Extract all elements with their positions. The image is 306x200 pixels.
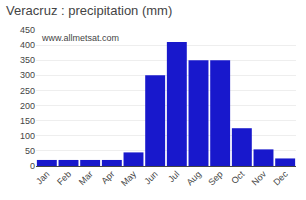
svg-text:Jan: Jan — [34, 169, 51, 186]
svg-text:Veracruz : precipitation (mm): Veracruz : precipitation (mm) — [6, 3, 172, 18]
svg-text:300: 300 — [20, 70, 35, 80]
svg-text:Apr: Apr — [99, 169, 116, 186]
svg-text:200: 200 — [20, 101, 35, 111]
svg-text:Nov: Nov — [250, 169, 269, 188]
svg-text:www.allmetsat.com: www.allmetsat.com — [41, 33, 119, 43]
svg-text:450: 450 — [20, 25, 35, 35]
svg-text:Oct: Oct — [229, 169, 246, 186]
svg-text:Jul: Jul — [166, 169, 181, 184]
svg-text:150: 150 — [20, 116, 35, 126]
svg-text:0: 0 — [30, 161, 35, 171]
svg-text:Jun: Jun — [142, 169, 159, 186]
svg-text:Mar: Mar — [77, 169, 95, 187]
svg-text:250: 250 — [20, 86, 35, 96]
svg-text:50: 50 — [25, 146, 35, 156]
svg-text:100: 100 — [20, 131, 35, 141]
svg-text:May: May — [119, 169, 138, 188]
svg-text:Feb: Feb — [55, 169, 73, 187]
svg-text:350: 350 — [20, 55, 35, 65]
svg-text:400: 400 — [20, 40, 35, 50]
svg-text:Dec: Dec — [271, 169, 290, 188]
svg-text:Aug: Aug — [185, 169, 203, 187]
svg-text:Sep: Sep — [206, 169, 224, 187]
